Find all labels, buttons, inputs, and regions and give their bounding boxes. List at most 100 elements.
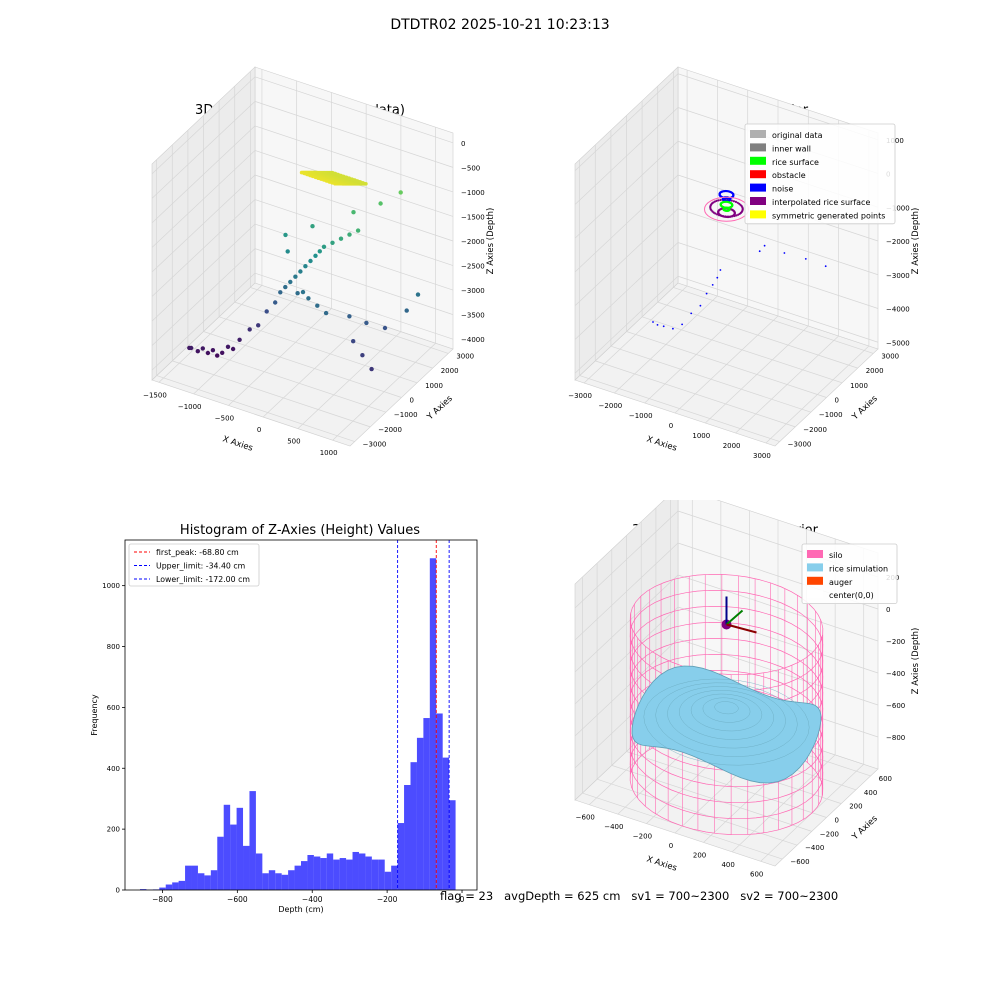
y-tick-label: 600 bbox=[107, 704, 120, 712]
y-tick-label: 2000 bbox=[866, 367, 884, 375]
legend-swatch bbox=[750, 143, 766, 152]
y-tick-label: 800 bbox=[107, 643, 120, 651]
z-axis-label: Z Axies (Depth) bbox=[911, 628, 921, 695]
legend-frame bbox=[128, 543, 260, 587]
z-gridline bbox=[574, 275, 679, 374]
noise-point bbox=[681, 323, 683, 326]
y-gridline bbox=[203, 331, 402, 398]
legend-label: obstacle bbox=[772, 171, 806, 180]
cluster-point bbox=[738, 212, 741, 215]
histogram-bar bbox=[223, 804, 231, 890]
legend-label: interpolated rice surface bbox=[772, 198, 870, 207]
y-tick-label: 0 bbox=[410, 397, 414, 405]
data-point bbox=[330, 240, 335, 245]
x-tick-label: −200 bbox=[633, 833, 652, 841]
data-point bbox=[247, 327, 252, 332]
y-gridline bbox=[250, 287, 449, 354]
data-point bbox=[210, 348, 216, 353]
histogram-bar bbox=[358, 853, 366, 890]
histogram-bar bbox=[326, 853, 334, 890]
histogram-bar bbox=[404, 785, 411, 890]
histogram-bar bbox=[236, 807, 244, 890]
cluster-point bbox=[727, 209, 730, 212]
legend-label: auger bbox=[829, 578, 853, 587]
data-point bbox=[315, 303, 320, 308]
x-tick-label: 0 bbox=[460, 895, 465, 904]
y-tick-label: 200 bbox=[107, 826, 120, 834]
legend-label: rice simulation bbox=[829, 564, 888, 573]
y-tick-label: 1000 bbox=[425, 382, 443, 390]
x-tick-label: −500 bbox=[215, 414, 234, 422]
z-tick-label: −1500 bbox=[461, 213, 485, 221]
x-tick-label: 0 bbox=[669, 422, 673, 430]
raw-points bbox=[187, 190, 421, 372]
x-axis-label: X Axies bbox=[645, 854, 678, 874]
legend-swatch bbox=[807, 576, 823, 585]
histogram-bar bbox=[301, 861, 308, 890]
surface-point bbox=[347, 176, 352, 180]
surface-point bbox=[361, 181, 365, 185]
data-point bbox=[200, 346, 205, 351]
rice-mesh-line bbox=[690, 693, 763, 732]
histogram-bar bbox=[281, 874, 289, 890]
y-arrow bbox=[725, 609, 744, 626]
y-axis-label: Y Axies bbox=[425, 393, 455, 422]
histogram-bar bbox=[204, 875, 211, 890]
data-point bbox=[323, 310, 329, 316]
y-gridline bbox=[579, 375, 780, 442]
data-point bbox=[317, 249, 322, 254]
z-tick-label: 0 bbox=[886, 606, 890, 614]
histogram-bar bbox=[249, 791, 256, 890]
z-tick-label: 0 bbox=[461, 140, 465, 148]
y-tick-label: −3000 bbox=[788, 441, 812, 449]
histogram-bar bbox=[288, 870, 295, 890]
legend-label: inner wall bbox=[772, 144, 811, 153]
surface-point bbox=[341, 174, 346, 179]
legend-swatch bbox=[750, 197, 766, 205]
z-axis-label: Z Axies (Depth) bbox=[911, 208, 921, 275]
y-tick-label: 400 bbox=[864, 789, 877, 797]
z-gridline bbox=[574, 242, 679, 340]
data-point bbox=[364, 320, 369, 326]
noise-point bbox=[705, 292, 708, 295]
z-tick-label: −1000 bbox=[886, 204, 910, 212]
noise-point bbox=[763, 244, 766, 247]
y-tick-label: 3000 bbox=[456, 352, 474, 360]
legend-swatch bbox=[750, 170, 766, 179]
z-gridline bbox=[254, 272, 454, 340]
data-point bbox=[230, 346, 236, 352]
rice-mesh-line bbox=[643, 678, 810, 766]
y-tick-label: −2000 bbox=[378, 426, 402, 434]
data-point bbox=[321, 244, 327, 249]
x-tick-label: 3000 bbox=[753, 452, 771, 460]
cluster-point bbox=[718, 214, 721, 217]
legend-swatch bbox=[807, 590, 823, 599]
z-gridline bbox=[254, 76, 454, 144]
y-tick-label: −2000 bbox=[803, 426, 827, 434]
data-point bbox=[298, 269, 303, 274]
z-gridline bbox=[677, 208, 879, 276]
y-gridline bbox=[595, 360, 796, 428]
x-axis-label: Depth (cm) bbox=[278, 905, 323, 914]
data-point bbox=[225, 344, 231, 349]
rice-surface-patch bbox=[631, 665, 822, 784]
y-tick-label: 0 bbox=[116, 887, 120, 895]
noise-point bbox=[804, 258, 807, 260]
x-tick-label: 2000 bbox=[723, 442, 741, 450]
z-tick-label: −3000 bbox=[461, 287, 485, 295]
histogram-bar bbox=[391, 865, 398, 890]
panel4-legend: silo rice simulation auger center(0,0) bbox=[801, 543, 898, 604]
data-point bbox=[237, 337, 242, 342]
noise-point bbox=[783, 252, 786, 254]
auger bbox=[721, 596, 757, 634]
y-axis-label: Y Axies bbox=[850, 813, 880, 842]
z-gridline bbox=[151, 125, 256, 224]
y-tick-label: 0 bbox=[835, 397, 839, 405]
histogram-bar bbox=[371, 859, 379, 890]
histogram-bar bbox=[333, 859, 340, 890]
histogram-bar bbox=[449, 800, 456, 890]
surface-point bbox=[355, 179, 360, 183]
y-tick-label: −400 bbox=[805, 844, 824, 852]
data-point bbox=[398, 190, 403, 195]
cluster-point bbox=[730, 205, 733, 208]
